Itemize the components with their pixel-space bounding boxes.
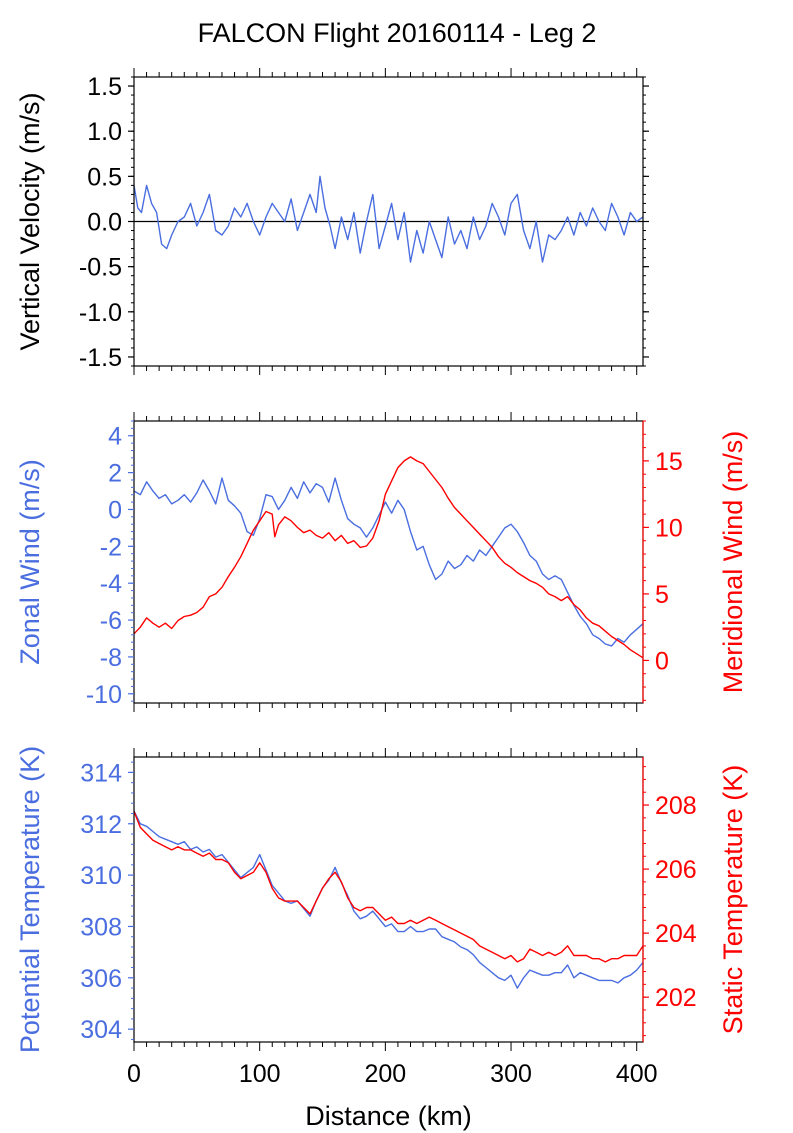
y-tick-label: 1.0	[87, 118, 122, 146]
series-line-static-temperature	[133, 811, 644, 963]
y-tick-label: -4	[100, 570, 122, 598]
series-line-potential-temperature	[133, 810, 644, 989]
y-axis-label: Vertical Velocity (m/s)	[15, 92, 45, 350]
y-tick-label: 314	[80, 759, 122, 787]
y-right-tick-label: 15	[655, 448, 683, 476]
y-right-tick-label: 204	[655, 920, 697, 948]
y-tick-label: 312	[80, 811, 122, 839]
y-axis-label: Zonal Wind (m/s)	[15, 459, 45, 665]
y-tick-label: -6	[100, 607, 122, 635]
x-axis-label: Distance (km)	[305, 1101, 472, 1131]
plot-frame	[133, 756, 644, 1043]
y-tick-label: -10	[86, 681, 122, 709]
y-right-axis-label: Static Temperature (K)	[718, 765, 748, 1035]
y-tick-label: -1.5	[79, 344, 122, 372]
series-line-meridional-wind	[133, 456, 644, 659]
y-tick-label: 0	[108, 496, 122, 524]
series-line-series-0	[133, 175, 644, 263]
y-tick-label: -2	[100, 533, 122, 561]
y-tick-label: 306	[80, 965, 122, 993]
y-right-tick-label: 10	[655, 514, 683, 542]
y-axis-label: Potential Temperature (K)	[15, 746, 45, 1053]
y-tick-label: 1.5	[87, 73, 122, 101]
y-tick-label: 0.5	[87, 163, 122, 191]
y-tick-label: 308	[80, 913, 122, 941]
y-right-tick-label: 202	[655, 984, 697, 1012]
y-tick-label: 4	[108, 423, 122, 451]
x-tick-label: 0	[127, 1060, 141, 1088]
y-tick-label: -1.0	[79, 299, 122, 327]
y-tick-label: 2	[108, 460, 122, 488]
figure-title: FALCON Flight 20160114 - Leg 2	[198, 18, 597, 48]
series-line-zonal-wind	[133, 477, 644, 647]
y-right-tick-label: 208	[655, 792, 697, 820]
x-tick-label: 400	[616, 1060, 658, 1088]
y-tick-label: 310	[80, 862, 122, 890]
plot-frame	[133, 420, 644, 704]
y-tick-label: 0.0	[87, 209, 122, 237]
x-tick-label: 300	[490, 1060, 532, 1088]
y-right-tick-label: 0	[655, 647, 669, 675]
y-tick-label: 304	[80, 1016, 122, 1044]
y-tick-label: -8	[100, 644, 122, 672]
y-tick-label: -0.5	[79, 254, 122, 282]
y-right-axis-label: Meridional Wind (m/s)	[718, 431, 748, 694]
x-tick-label: 200	[364, 1060, 406, 1088]
y-right-tick-label: 206	[655, 856, 697, 884]
y-right-tick-label: 5	[655, 581, 669, 609]
x-tick-label: 100	[239, 1060, 281, 1088]
